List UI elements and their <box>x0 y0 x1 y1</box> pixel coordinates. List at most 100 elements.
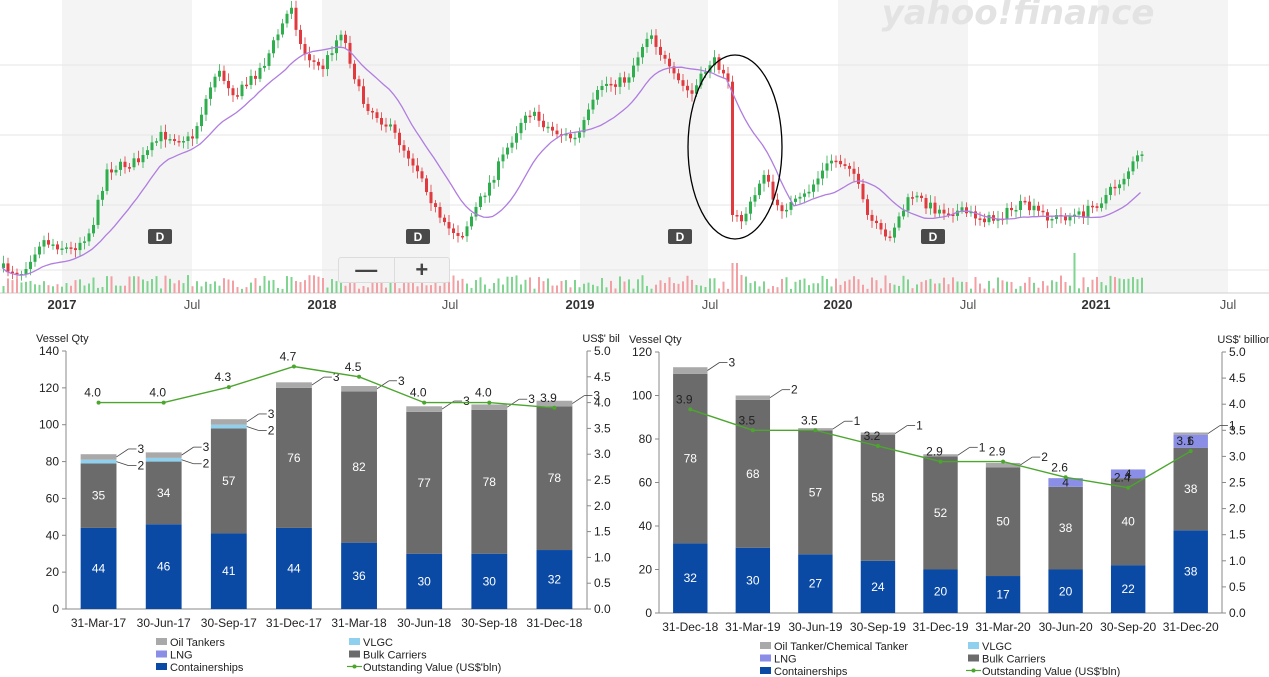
orderbook-chart-2017-2018: Vessel Qty US$' billion 0 20 40 60 80 100 120 140… <box>36 333 620 674</box>
volume-bar <box>304 280 306 293</box>
volume-bar <box>182 283 185 293</box>
volume-bar <box>736 263 738 293</box>
volume-bar <box>1046 285 1049 293</box>
candle <box>956 210 959 216</box>
volume-bar <box>907 279 909 293</box>
candle <box>636 57 640 66</box>
volume-bar <box>434 281 437 293</box>
candle <box>623 77 626 83</box>
candle <box>794 198 797 202</box>
candle <box>429 192 433 204</box>
volume-bar <box>952 277 954 293</box>
candle <box>830 160 833 164</box>
volume-bar <box>1010 281 1013 293</box>
left-tick-label: 140 <box>39 344 59 358</box>
volume-bar <box>25 281 27 293</box>
period-band <box>580 0 708 293</box>
bar-value-label: 3 <box>593 389 600 403</box>
bar-value-label: 38 <box>1059 521 1073 535</box>
volume-bar <box>857 279 860 293</box>
zoom-out-button[interactable]: — <box>339 257 395 282</box>
callout-line <box>957 446 970 456</box>
candle <box>434 203 437 207</box>
bar-segment <box>80 527 117 609</box>
candle <box>875 220 878 224</box>
legend-label: VLGC <box>982 641 1012 653</box>
volume-bar <box>470 287 473 293</box>
candle <box>488 182 491 196</box>
volume-bar <box>875 280 878 293</box>
candle <box>456 233 460 236</box>
candle <box>344 34 347 43</box>
volume-bar <box>1015 288 1017 293</box>
bar-value-label: 44 <box>92 561 106 575</box>
volume-bar <box>1127 278 1130 293</box>
line-point <box>1063 475 1068 480</box>
bar-segment <box>985 467 1021 577</box>
volume-bar <box>884 275 887 293</box>
volume-bar <box>803 278 806 293</box>
volume-bar <box>1042 281 1044 293</box>
candle <box>1091 205 1094 208</box>
line-point <box>938 459 943 464</box>
volume-bar <box>259 285 261 293</box>
stock-price-chart: yahoo!finance D D D D 2017 Jul 2018 Jul 2019 Jul… <box>0 0 1269 312</box>
bar-value-label: 30 <box>746 573 760 587</box>
bar-value-label: 41 <box>222 564 236 578</box>
candle <box>519 122 523 134</box>
candle <box>506 147 509 155</box>
volume-bar <box>740 275 743 293</box>
dividend-marker-label: D <box>414 230 423 244</box>
line-value-label: 2.4 <box>1114 471 1131 485</box>
callout-line <box>572 395 585 404</box>
bar-segment <box>536 550 573 609</box>
candle <box>483 195 487 198</box>
candle <box>150 142 154 151</box>
line-point <box>1001 459 1006 464</box>
candle <box>821 170 824 179</box>
bar-segment <box>406 406 443 412</box>
volume-bar <box>133 276 135 293</box>
volume-bar <box>1060 275 1062 293</box>
candle <box>915 195 919 198</box>
period-band <box>62 0 192 293</box>
volume-bar <box>1109 275 1112 293</box>
legend-swatch <box>968 654 979 662</box>
candle <box>920 195 923 199</box>
candle <box>402 145 406 151</box>
volume-bar <box>731 263 734 293</box>
candle <box>285 13 289 24</box>
left-tick-label: 120 <box>39 381 59 395</box>
volume-bar <box>772 286 774 293</box>
volume-bar <box>695 284 698 293</box>
right-tick-label: 5.0 <box>594 344 611 358</box>
candle <box>474 206 478 217</box>
candle <box>578 132 581 138</box>
candle <box>299 29 302 44</box>
candle <box>501 154 505 162</box>
legend-label: Containerships <box>170 662 244 674</box>
candle <box>542 120 545 128</box>
volume-bar <box>704 287 707 293</box>
volume-bar <box>83 285 86 293</box>
candle <box>893 227 896 238</box>
zoom-in-button[interactable]: + <box>415 257 429 282</box>
right-tick-label: 1.0 <box>594 550 611 564</box>
volume-bar <box>718 288 720 293</box>
volume-bar <box>686 275 689 293</box>
candle <box>906 197 910 211</box>
candle <box>1068 216 1072 221</box>
candle <box>173 139 176 141</box>
candle <box>357 79 361 87</box>
volume-bar <box>178 280 180 293</box>
candle <box>987 215 991 223</box>
candle <box>492 179 496 183</box>
time-axis-label: 2021 <box>1082 297 1111 312</box>
candle <box>245 84 248 87</box>
left-tick-label: 80 <box>46 455 60 469</box>
volume-bar <box>448 281 450 293</box>
right-tick-label: 1.5 <box>594 525 611 539</box>
bar-segment <box>210 424 247 429</box>
volume-bar <box>839 284 842 293</box>
